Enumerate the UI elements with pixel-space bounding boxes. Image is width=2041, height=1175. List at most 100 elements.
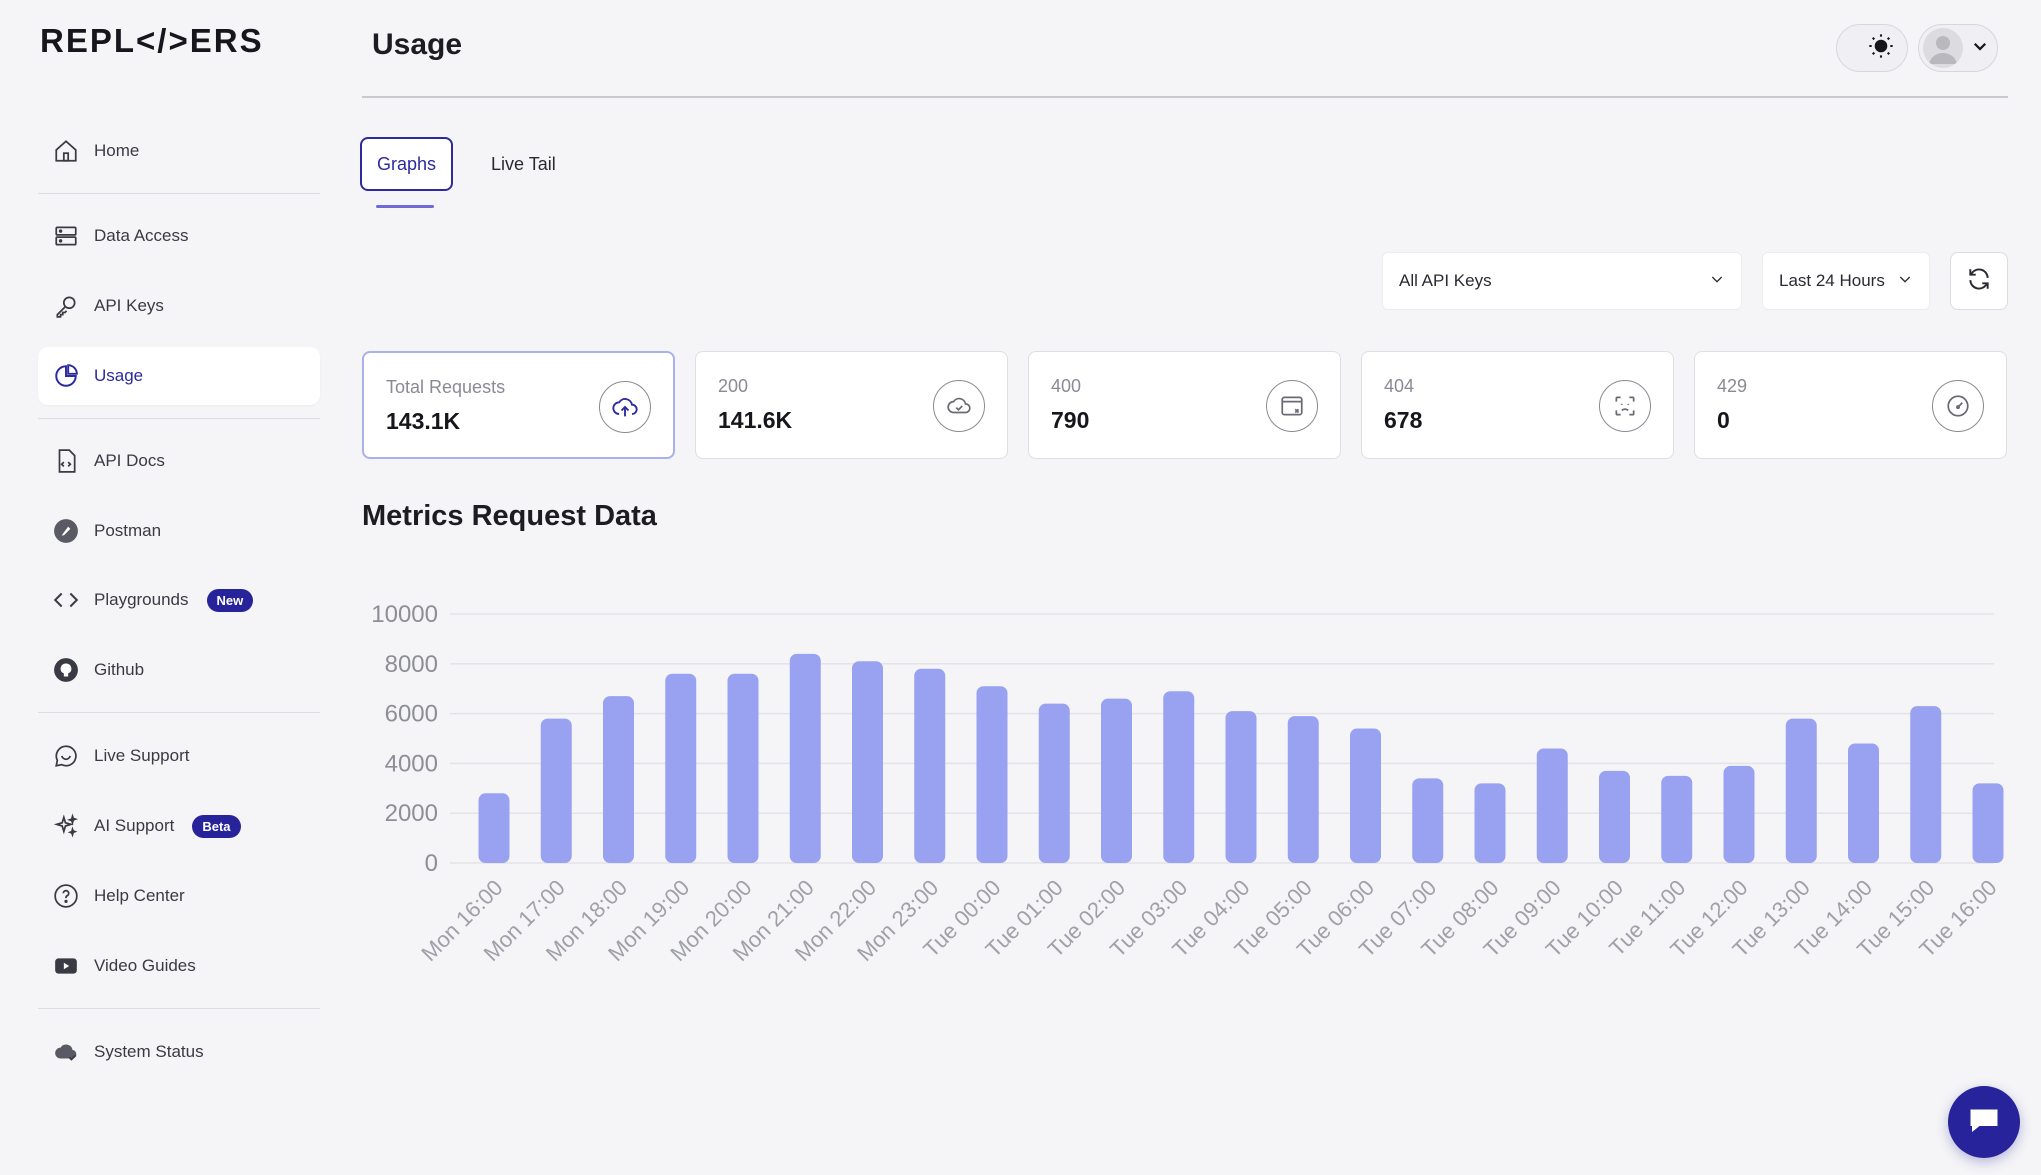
y-tick-label: 4000 xyxy=(385,750,438,777)
help-circle-icon xyxy=(52,882,80,910)
cloud-upload-icon xyxy=(599,381,651,433)
bar xyxy=(976,686,1008,863)
chevron-down-icon xyxy=(1897,271,1913,292)
window-error-icon xyxy=(1266,380,1318,432)
sidebar-item-system-status[interactable]: System Status xyxy=(38,1023,320,1081)
refresh-icon xyxy=(1966,266,1992,297)
stat-value: 143.1K xyxy=(386,408,461,434)
stat-label: 404 xyxy=(1384,376,1415,396)
user-menu-button[interactable] xyxy=(1918,24,1998,72)
sidebar-item-label: Help Center xyxy=(94,886,185,905)
document-code-icon xyxy=(52,447,80,475)
sidebar-item-help-center[interactable]: Help Center xyxy=(38,867,320,925)
bar xyxy=(914,668,946,863)
sidebar-item-label: Home xyxy=(94,141,140,160)
server-icon xyxy=(52,222,80,250)
sidebar-item-playgrounds[interactable]: Playgrounds New xyxy=(38,571,320,629)
sidebar-item-postman[interactable]: Postman xyxy=(38,502,320,560)
bar xyxy=(1910,706,1942,863)
sidebar-item-github[interactable]: Github xyxy=(38,641,320,699)
y-tick-label: 0 xyxy=(425,850,438,877)
api-keys-select[interactable]: All API Keys xyxy=(1382,252,1742,310)
bar xyxy=(1972,783,2004,863)
sidebar-item-live-support[interactable]: Live Support xyxy=(38,727,320,785)
sidebar-item-label: System Status xyxy=(94,1042,204,1061)
bar xyxy=(1661,775,1693,863)
sidebar-item-label: Video Guides xyxy=(94,956,196,975)
tab-graphs[interactable]: Graphs xyxy=(360,137,454,191)
stat-card-200[interactable]: 200 141.6K xyxy=(695,351,1008,459)
stat-label: Total Requests xyxy=(386,377,506,397)
time-range-select[interactable]: Last 24 Hours xyxy=(1762,252,1930,310)
stat-card-400[interactable]: 400 790 xyxy=(1028,351,1341,459)
y-tick-label: 10000 xyxy=(371,601,438,628)
sidebar-item-label: API Keys xyxy=(94,296,164,315)
sidebar-divider xyxy=(38,1008,320,1009)
bar xyxy=(852,661,883,863)
bar xyxy=(1412,778,1444,863)
sidebar-item-data-access[interactable]: Data Access xyxy=(38,207,320,265)
sidebar-item-label: Postman xyxy=(94,521,162,540)
active-tab-indicator xyxy=(376,205,434,208)
sidebar-item-label: Usage xyxy=(94,366,144,385)
sidebar: REPL</>ERS Home Data Access API Keys Usa… xyxy=(0,0,330,1175)
sidebar-item-api-docs[interactable]: API Docs xyxy=(38,432,320,490)
sidebar-item-label: API Docs xyxy=(94,451,165,470)
bar xyxy=(1474,783,1506,863)
sidebar-item-ai-support[interactable]: AI Support Beta xyxy=(38,797,320,855)
chat-icon xyxy=(52,742,80,770)
bar xyxy=(1163,691,1195,863)
stat-value: 678 xyxy=(1384,407,1423,433)
stat-card-429[interactable]: 429 0 xyxy=(1694,351,2007,459)
chevron-down-icon xyxy=(1709,271,1725,292)
cloud-check-icon xyxy=(933,380,985,432)
github-icon xyxy=(52,656,80,684)
new-badge: New xyxy=(206,588,254,612)
bar xyxy=(789,653,821,863)
sidebar-item-label: Playgrounds xyxy=(94,590,189,609)
stat-card-total-requests[interactable]: Total Requests 143.1K xyxy=(362,351,675,459)
sidebar-item-home[interactable]: Home xyxy=(38,122,320,180)
stat-value: 141.6K xyxy=(718,407,793,433)
refresh-button[interactable] xyxy=(1950,252,2008,310)
stat-card-404[interactable]: 404 678 xyxy=(1361,351,1674,459)
postman-icon xyxy=(52,517,80,545)
brand-logo[interactable]: REPL</>ERS xyxy=(40,22,264,59)
bar xyxy=(540,718,572,863)
api-keys-select-value: All API Keys xyxy=(1399,271,1492,290)
tab-live-tail[interactable]: Live Tail xyxy=(491,153,556,174)
theme-toggle[interactable] xyxy=(1836,24,1908,72)
bar xyxy=(1225,711,1257,863)
key-icon xyxy=(52,292,80,320)
sidebar-divider xyxy=(38,418,320,419)
header-divider xyxy=(362,96,2008,98)
chevron-down-icon xyxy=(1971,37,1989,60)
pie-chart-icon xyxy=(52,362,80,390)
speedometer-icon xyxy=(1932,380,1984,432)
chat-launcher-button[interactable] xyxy=(1948,1086,2020,1158)
stat-label: 429 xyxy=(1717,376,1748,396)
sparkle-icon xyxy=(52,812,80,840)
sidebar-item-usage[interactable]: Usage xyxy=(38,347,320,405)
sidebar-item-label: Github xyxy=(94,660,145,679)
scan-face-icon xyxy=(1599,380,1651,432)
stat-label: 400 xyxy=(1051,376,1082,396)
cloud-check-icon xyxy=(52,1038,80,1066)
stat-value: 0 xyxy=(1717,407,1730,433)
sidebar-item-api-keys[interactable]: API Keys xyxy=(38,277,320,335)
code-icon xyxy=(52,586,80,614)
bar xyxy=(1536,748,1568,863)
bar xyxy=(1350,728,1381,863)
sidebar-item-video-guides[interactable]: Video Guides xyxy=(38,937,320,995)
bar xyxy=(603,696,634,863)
sidebar-item-label: AI Support xyxy=(94,816,175,835)
stat-value: 790 xyxy=(1051,407,1090,433)
chat-bubble-icon xyxy=(1966,1102,2002,1143)
page-title: Usage xyxy=(372,28,463,61)
bar xyxy=(1848,743,1879,863)
bar xyxy=(665,673,697,863)
sidebar-item-label: Live Support xyxy=(94,746,190,765)
bar xyxy=(1723,765,1755,863)
sidebar-divider xyxy=(38,193,320,194)
